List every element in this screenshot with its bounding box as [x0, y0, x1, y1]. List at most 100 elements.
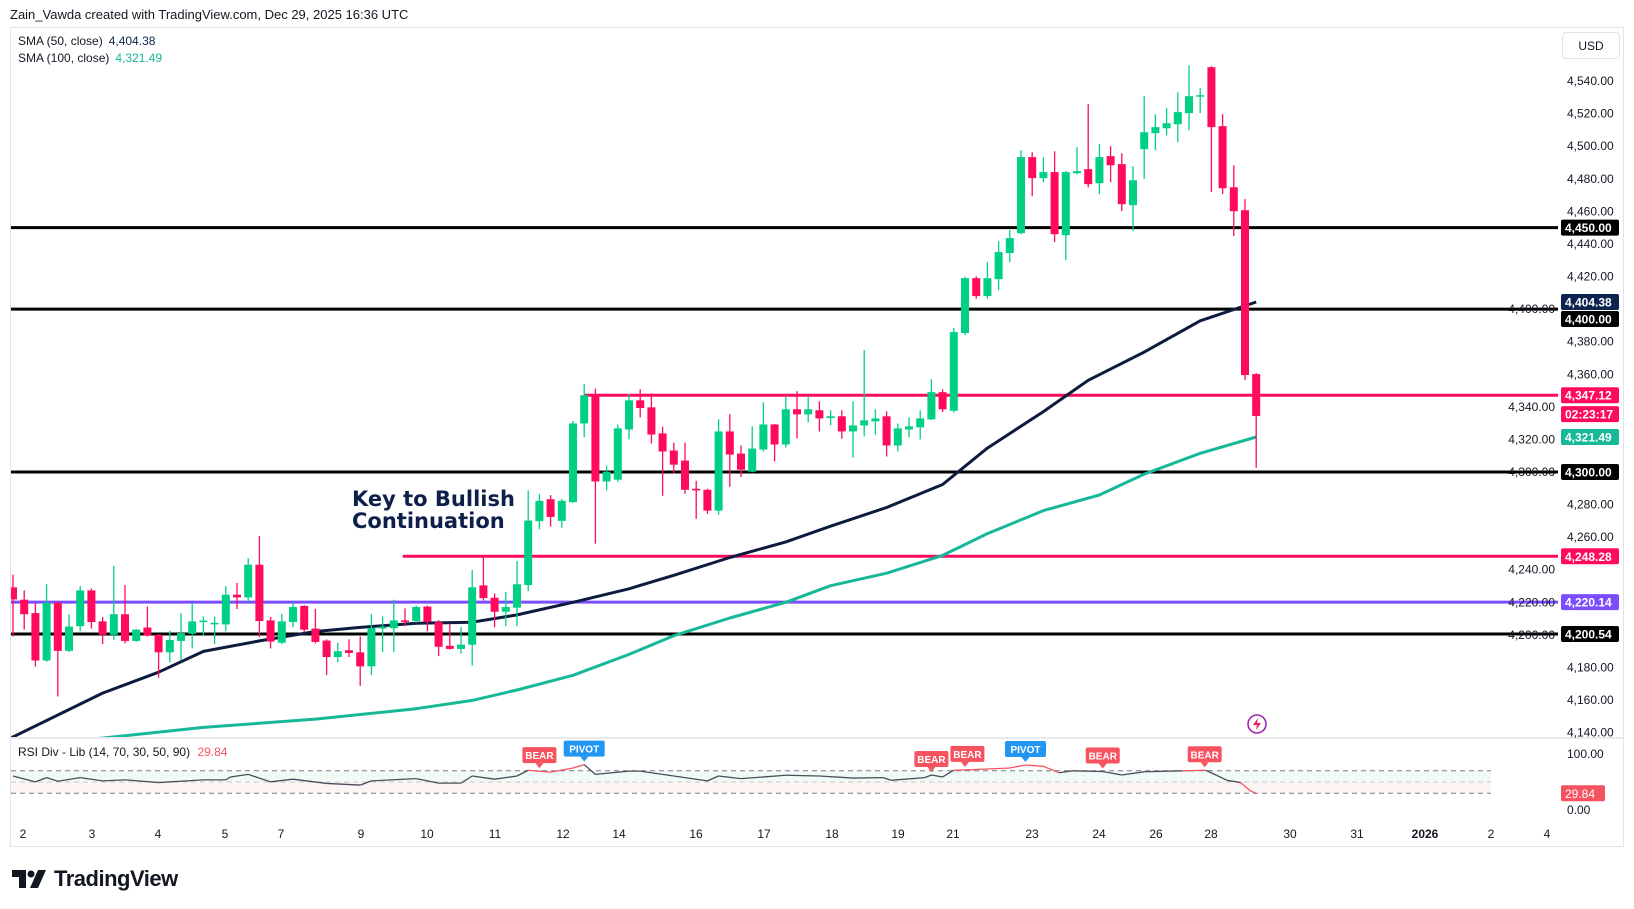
rsi-line-segment [1102, 770, 1122, 776]
time-tick-label: 2026 [1412, 827, 1439, 841]
candle-body [1151, 127, 1160, 134]
candle-body [569, 423, 577, 503]
candle [1196, 88, 1205, 114]
price-badge-text: 4,450.00 [1565, 221, 1612, 235]
candle-body [882, 416, 891, 446]
candle [1017, 150, 1025, 235]
candle [154, 633, 163, 678]
price-badge-bg [1561, 310, 1619, 327]
rsi-line-segment [953, 768, 977, 771]
rsi-bear-marker: BEAR [1085, 747, 1120, 769]
marker-pointer [1098, 763, 1107, 769]
rsi-line-segment [891, 776, 925, 781]
price-tick-label: 4,420.00 [1567, 270, 1614, 284]
candle [1129, 166, 1137, 232]
candle [613, 424, 622, 482]
rsi-line-segment [740, 774, 786, 780]
candle [378, 616, 387, 653]
candle-body [1084, 169, 1093, 185]
candle [1252, 373, 1261, 468]
rsi-line-segment [718, 775, 742, 780]
candle [300, 605, 309, 633]
candle [1117, 153, 1126, 212]
candle-body [1218, 126, 1227, 189]
legend-sma50-value: 4,404.38 [108, 34, 156, 48]
candle-body [244, 564, 253, 598]
candle-body [725, 431, 734, 455]
candle [1241, 199, 1249, 381]
candle [625, 394, 633, 440]
candle [277, 613, 286, 645]
candle-body [423, 606, 432, 622]
rsi-tick-label: 100.00 [1567, 747, 1604, 761]
candle [759, 402, 768, 452]
candle [445, 623, 454, 650]
candle-body [580, 395, 589, 424]
candle-body [154, 634, 163, 653]
candle-body [1005, 238, 1014, 254]
price-badge: 4,321.49 [1561, 428, 1619, 445]
candle [535, 494, 544, 530]
tradingview-logo[interactable]: TradingView [12, 866, 178, 892]
candle [356, 636, 365, 686]
rsi-line-segment [516, 769, 529, 777]
candle [994, 241, 1003, 291]
candle-body [692, 488, 701, 491]
annotation-text[interactable]: Key to Bullish Continuation [352, 488, 515, 532]
candle-body [1252, 374, 1261, 416]
candle [871, 409, 880, 435]
time-tick-label: 11 [489, 827, 502, 841]
legend-sma50[interactable]: SMA (50, close) 4,404.38 [18, 34, 155, 48]
candle [65, 614, 73, 653]
price-badge-text: 4,321.49 [1565, 430, 1612, 444]
time-tick-label: 4 [155, 827, 162, 841]
price-tick-label: 4,180.00 [1567, 660, 1614, 674]
rsi-line-segment [494, 775, 518, 780]
candle [781, 396, 790, 448]
currency-button[interactable]: USD [1562, 32, 1620, 59]
candle-body [759, 424, 768, 450]
candle [927, 379, 936, 420]
candle [322, 639, 331, 675]
rsi-upper-band-fill [11, 770, 1491, 782]
candle [109, 565, 118, 640]
candle-body [42, 602, 51, 661]
rsi-line-segment [595, 770, 630, 776]
candle [793, 391, 801, 439]
candle-body [389, 620, 398, 629]
candle-body [345, 650, 353, 653]
time-axis[interactable]: 2 3 4 5 7 9 10 11 12 14 16 17 18 19 21 23 24 26 28 30 31 2026… [20, 827, 1551, 841]
candle-body [255, 564, 264, 622]
candle [1084, 104, 1093, 188]
price-tick-label: 4,140.00 [1567, 726, 1614, 740]
candle-body [165, 639, 174, 653]
rsi-line-segment [583, 764, 596, 775]
marker-label: BEAR [1191, 750, 1220, 761]
candle [804, 396, 813, 423]
time-tick-label: 19 [891, 827, 905, 841]
candle [289, 602, 297, 628]
candle-body [669, 450, 678, 465]
candle [412, 605, 421, 623]
price-axis[interactable]: 4,540.00 4,520.00 4,500.00 4,480.00 4,460.00… [1508, 74, 1614, 740]
candle-body [1017, 157, 1025, 234]
rsi-line-segment [1025, 764, 1044, 767]
candle [42, 584, 51, 662]
lightning-icon[interactable] [1247, 714, 1267, 734]
candle [938, 389, 947, 413]
candle-body [457, 644, 465, 649]
candle-body [927, 392, 936, 420]
candles [11, 65, 1261, 697]
legend-sma100[interactable]: SMA (100, close) 4,321.49 [18, 51, 162, 65]
rsi-line-segment [124, 779, 159, 784]
candle-body [1140, 132, 1149, 150]
tradingview-logo-text: TradingView [54, 866, 178, 891]
marker-bg [563, 740, 605, 757]
candle-body [703, 489, 712, 511]
rsi-line-segment [371, 777, 417, 782]
candle-body [322, 640, 331, 658]
price-tick-label: 4,540.00 [1567, 74, 1614, 88]
rsi-legend[interactable]: RSI Div - Lib (14, 70, 30, 50, 90) 29.84 [18, 745, 227, 759]
candle [725, 414, 734, 487]
